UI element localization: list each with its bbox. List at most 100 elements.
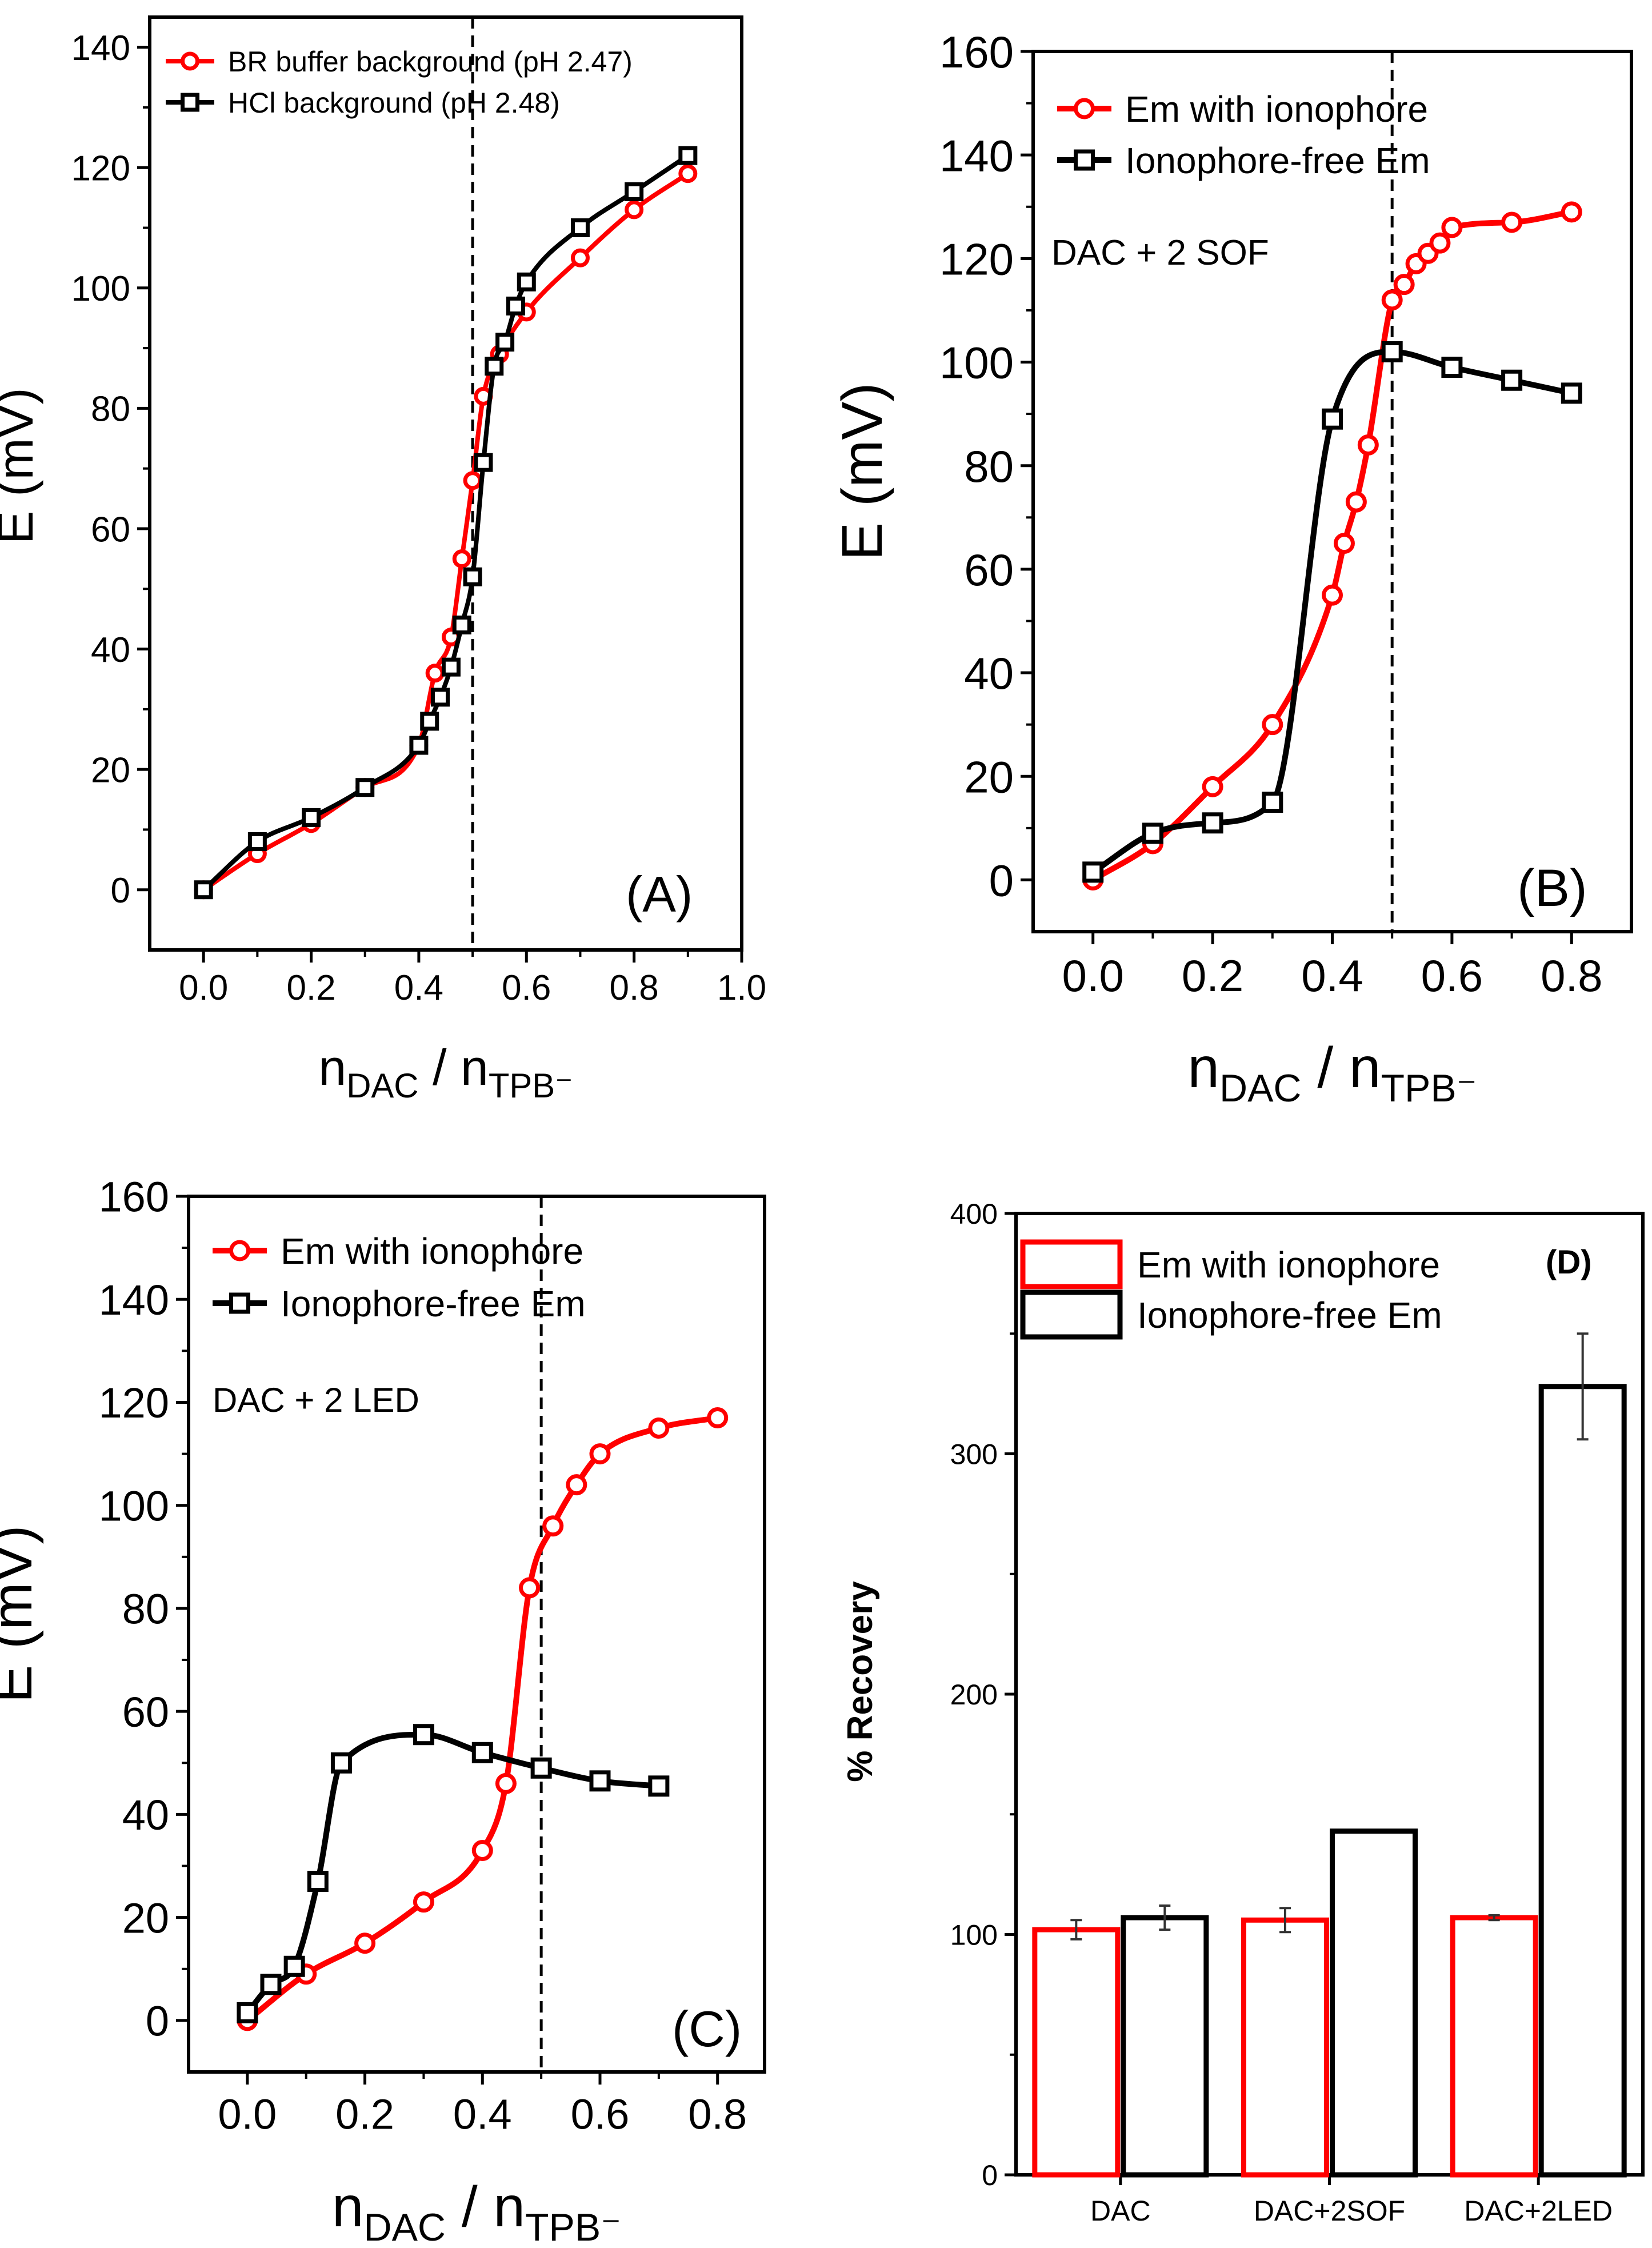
x-axis-label-sub1: DAC: [1219, 1067, 1302, 1110]
legend-label: BR buffer background (pH 2.47): [228, 46, 633, 78]
plot-frame: [148, 15, 743, 952]
panel-label: (B): [1517, 859, 1587, 917]
data-point: [1202, 812, 1223, 834]
data-point: [471, 1742, 493, 1763]
data-point: [495, 1772, 517, 1794]
x-tick-label: 0.2: [335, 2091, 394, 2138]
chart-panel-b: 0.0 0.2 0.4 0.6 0.8020406080100120140160nDAC…: [830, 27, 1633, 1110]
y-axis-label: E (mV): [0, 388, 43, 544]
y-tick-label: 20: [91, 750, 130, 790]
series-1: Ionophore-free Em: [1057, 140, 1582, 883]
y-tick-label: 100: [99, 1482, 169, 1530]
data-point: [247, 832, 267, 851]
y-tick-label: 60: [122, 1688, 169, 1736]
y-tick-label: 0: [989, 855, 1014, 905]
x-axis-label-main: n: [332, 2175, 364, 2239]
y-tick-label: 140: [939, 130, 1014, 181]
y-tick-label: 80: [964, 441, 1014, 492]
data-point: [570, 218, 590, 238]
x-tick-label: DAC+2SOF: [1254, 2195, 1405, 2227]
x-tick-label: 0.4: [453, 2091, 512, 2138]
x-tick-label: 0.4: [1301, 951, 1363, 1001]
data-point: [260, 1974, 282, 1995]
series-line: [202, 171, 690, 892]
data-point: [1333, 533, 1355, 554]
data-point: [413, 1724, 434, 1746]
x-axis-label-mid: / n: [1302, 1036, 1381, 1100]
bar: [1450, 1915, 1538, 2178]
legend-label: Ionophore-free Em: [1125, 140, 1430, 181]
y-tick-label: 120: [939, 234, 1014, 284]
data-point: [1082, 861, 1104, 883]
data-point: [1357, 434, 1379, 456]
bar: [1241, 1917, 1329, 2178]
legend-marker: [181, 51, 199, 71]
series-0: Em with ionophore: [213, 1231, 729, 2031]
y-tick-label: 120: [71, 149, 130, 189]
series-line: [202, 153, 690, 892]
y-tick-label: 40: [964, 648, 1014, 698]
data-point: [1501, 211, 1523, 233]
y-tick-label: 0: [982, 2159, 998, 2191]
data-point: [625, 182, 644, 201]
y-tick-label: 200: [950, 1679, 998, 1711]
legend-marker: [1074, 149, 1095, 171]
data-point: [517, 272, 536, 292]
data-point: [409, 736, 429, 755]
data-point: [1561, 201, 1582, 223]
bar: [1032, 1927, 1121, 2178]
legend-label: Ionophore-free Em: [1137, 1295, 1442, 1336]
legend-label: Ionophore-free Em: [281, 1283, 586, 1324]
x-axis-label-main: n: [1187, 1036, 1219, 1100]
y-axis-label: E (mV): [830, 382, 894, 560]
data-point: [1345, 491, 1367, 513]
x-tick-label: 0.0: [218, 2091, 277, 2138]
y-tick-label: 0: [146, 1998, 169, 2045]
y-tick-label: 400: [950, 1198, 998, 1230]
x-axis-label-sub1: DAC: [363, 2206, 446, 2248]
data-point: [1501, 369, 1523, 391]
x-axis-label-sub2: TPB⁻: [525, 2206, 621, 2248]
legend-marker: [229, 1292, 250, 1314]
y-tick-label: 160: [939, 27, 1014, 77]
y-axis-label: % Recovery: [841, 1581, 880, 1782]
x-tick-label: 0.0: [1062, 951, 1123, 1001]
x-tick-label: 0.2: [1182, 951, 1243, 1001]
data-point: [678, 146, 698, 165]
x-tick-label: 0.6: [1421, 951, 1483, 1001]
data-point: [283, 1955, 305, 1977]
data-point: [678, 164, 698, 183]
x-tick-label: 0.2: [286, 968, 335, 1008]
data-point: [474, 453, 493, 472]
data-point: [237, 2002, 258, 2023]
chart-panel-d: 0 100 200 300 400 DAC DAC+2SOF DAC+2LED % Recove…: [841, 1198, 1645, 2227]
y-tick-label: 60: [91, 510, 130, 549]
data-point: [355, 778, 375, 797]
x-tick-label: 0.8: [610, 968, 659, 1008]
panel-label: (C): [672, 2001, 742, 2057]
data-point: [452, 549, 471, 569]
data-point: [1142, 822, 1163, 844]
data-point: [1322, 584, 1343, 606]
x-axis-label-main: n: [318, 1039, 346, 1096]
x-axis-label-sub2: TPB⁻: [1381, 1067, 1477, 1110]
bar: [1121, 1915, 1209, 2178]
data-point: [1202, 776, 1223, 797]
legend-label: Em with ionophore: [1137, 1244, 1440, 1285]
panel-label: (D): [1546, 1244, 1592, 1281]
data-point: [648, 1418, 670, 1439]
y-tick-label: 100: [950, 1919, 998, 1951]
series-line: [245, 1415, 718, 2023]
y-tick-label: 160: [99, 1173, 169, 1221]
data-point: [1393, 274, 1415, 296]
plot-frame: [187, 1195, 766, 2074]
data-point: [330, 1752, 352, 1774]
y-tick-label: 0: [111, 871, 130, 911]
data-point: [194, 880, 213, 900]
y-tick-label: 300: [950, 1439, 998, 1471]
bar: [1538, 1384, 1627, 2178]
y-tick-label: 100: [71, 269, 130, 309]
data-point: [648, 1775, 670, 1797]
x-axis-label-mid: / n: [446, 2175, 525, 2239]
